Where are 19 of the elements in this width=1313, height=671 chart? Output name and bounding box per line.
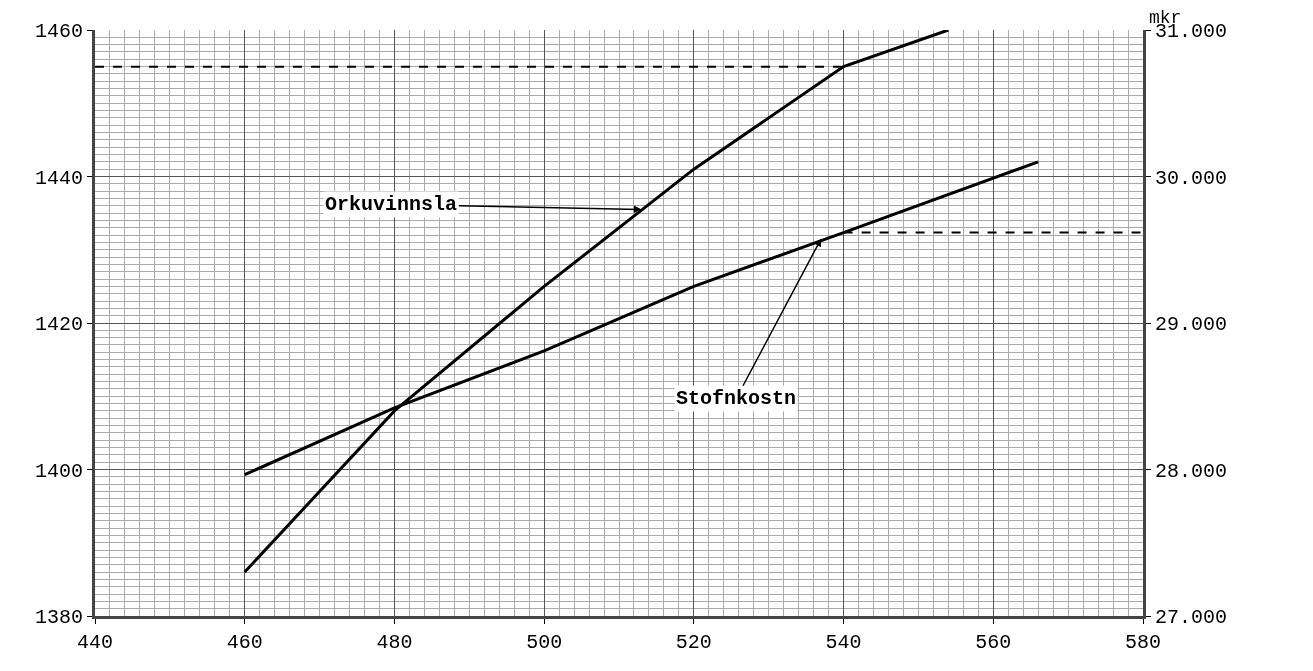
x-tick-label: 460 <box>226 631 263 654</box>
annotation: Stofnkostn <box>676 387 797 410</box>
x-tick-label: 520 <box>675 631 712 654</box>
x-tick-label: 480 <box>376 631 413 654</box>
annotation: Orkuvinnsla <box>325 193 458 216</box>
x-tick-label: 500 <box>526 631 563 654</box>
x-tick-label: 440 <box>76 631 114 654</box>
y2-tick-label: 29.000 <box>1155 313 1228 336</box>
y-tick-label: 1380 <box>34 606 83 629</box>
y-tick-label: 1460 <box>34 20 83 43</box>
y2-tick-label: 28.000 <box>1155 459 1228 483</box>
x-tick-label: 580 <box>1124 631 1162 654</box>
y-tick-label: 1440 <box>34 166 83 190</box>
x-tick-label: 540 <box>825 631 862 654</box>
y-tick-label: 1400 <box>34 459 83 483</box>
y2-tick-label: 30.000 <box>1155 166 1228 190</box>
x-tick-label: 560 <box>975 631 1012 654</box>
y2-tick-label: 27.000 <box>1155 606 1228 629</box>
y-tick-label: 1420 <box>34 313 83 336</box>
